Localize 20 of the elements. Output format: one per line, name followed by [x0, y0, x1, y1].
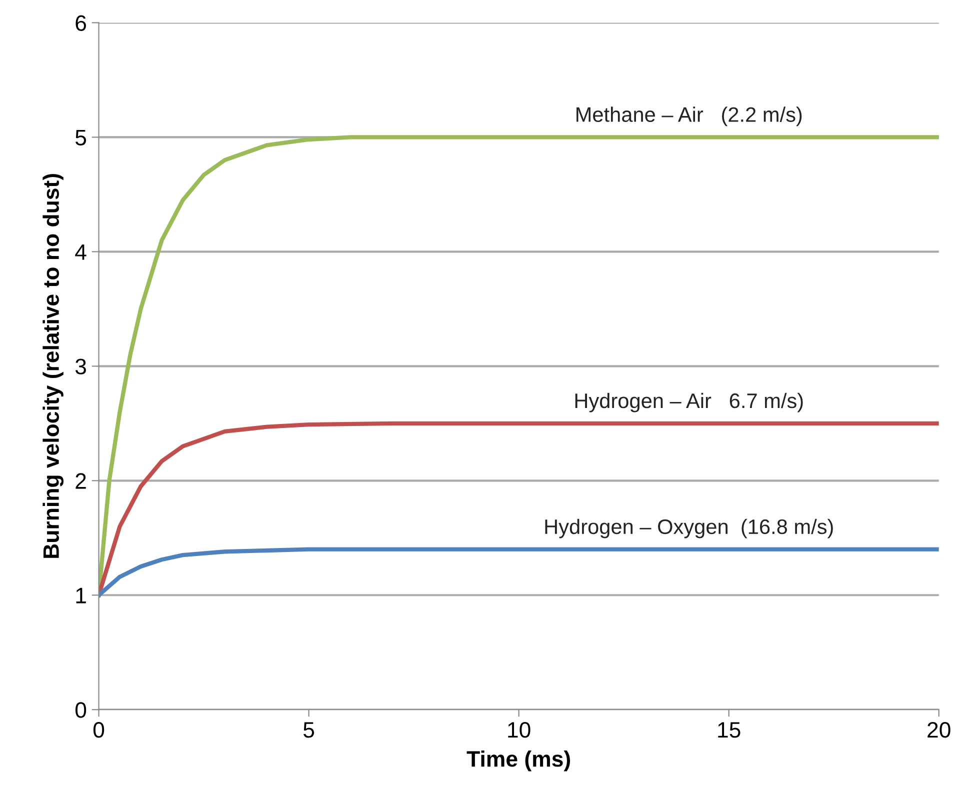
y-tick-label: 2 [76, 473, 86, 489]
x-tick-label: 5 [304, 722, 314, 738]
x-tick-label: 0 [93, 722, 104, 738]
x-tick-label: 20 [928, 722, 950, 738]
y-tick-label: 4 [75, 244, 86, 260]
series-label: Hydrogen – Oxygen (16.8 m/s) [545, 518, 833, 538]
y-axis-title: Burning velocity (relative to no dust) [42, 174, 64, 558]
line-series [98, 135, 939, 598]
y-tick-label: 1 [76, 588, 86, 604]
x-tick-label: 15 [718, 722, 740, 738]
y-tick-label: 0 [75, 702, 86, 718]
y-tick-label: 6 [76, 15, 86, 31]
line-series [98, 547, 939, 598]
line-series [98, 421, 939, 598]
x-axis-title: Time (ms) [466, 750, 570, 772]
y-tick-label: 3 [75, 358, 86, 374]
series-label: Methane – Air (2.2 m/s) [576, 106, 802, 126]
x-tick-label: 10 [508, 722, 530, 738]
series-label: Hydrogen – Air 6.7 m/s) [575, 392, 803, 412]
y-tick-label: 5 [76, 130, 86, 146]
